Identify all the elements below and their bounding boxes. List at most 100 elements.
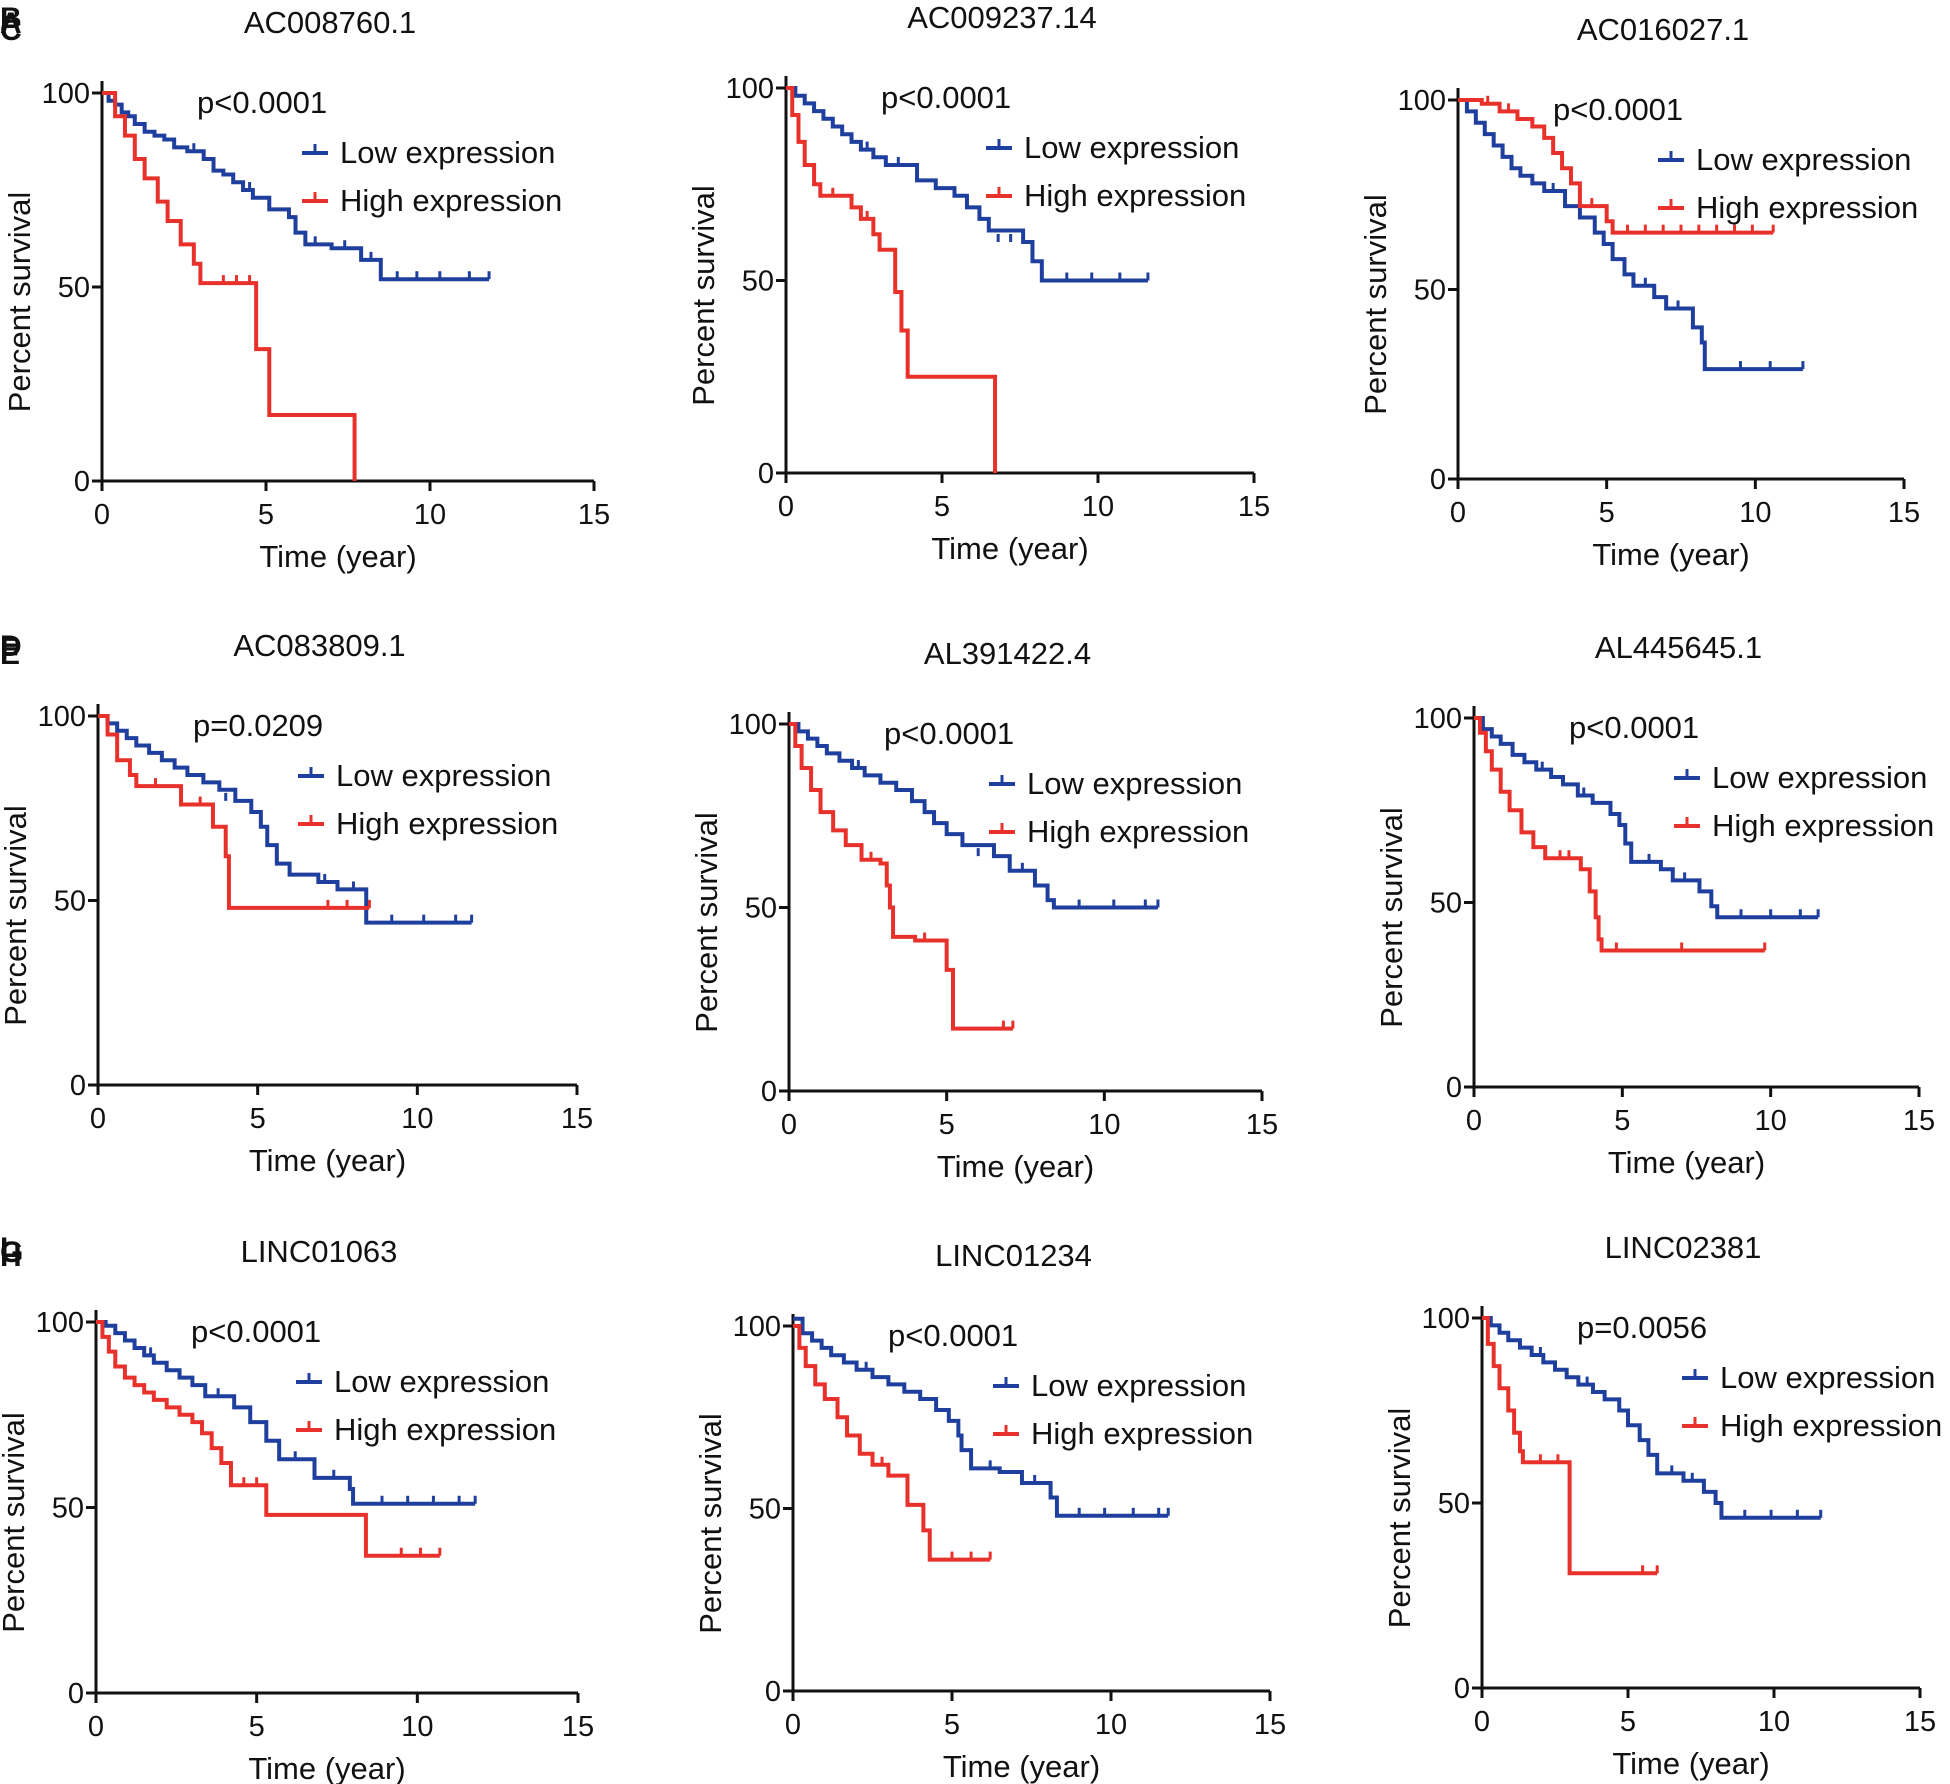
panel-b-pvalue: p<0.0001 <box>881 80 1011 115</box>
panel-b-xtick-label: 0 <box>778 491 794 523</box>
panel-a-ytick-label: 100 <box>42 78 90 110</box>
panel-g-pvalue: p<0.0001 <box>191 1314 321 1349</box>
panel-i-high-legend-label: High expression <box>1720 1408 1942 1443</box>
panel-d-xtick-label: 0 <box>90 1103 106 1135</box>
panel-h-pvalue: p<0.0001 <box>888 1318 1018 1353</box>
panel-b-xtick-label: 10 <box>1082 491 1114 523</box>
panel-c-xtick-label: 15 <box>1888 497 1920 529</box>
panel-e-low-legend-label: Low expression <box>1027 766 1242 801</box>
panel-a-low-legend-label: Low expression <box>340 135 555 170</box>
panel-f-ylabel: Percent survival <box>1374 807 1409 1028</box>
panel-f-low-legend-label: Low expression <box>1712 760 1927 795</box>
panel-i-low-legend-label: Low expression <box>1720 1360 1935 1395</box>
panel-a-high-curve <box>102 91 357 481</box>
panel-h-ytick-label: 0 <box>765 1676 781 1708</box>
panel-f-letter: F <box>0 632 18 665</box>
panel-b-ytick-label: 50 <box>742 266 774 298</box>
panel-i-xtick-label: 5 <box>1620 1706 1636 1738</box>
panel-e-ytick-label: 100 <box>729 709 777 741</box>
panel-i-ytick-label: 100 <box>1422 1303 1470 1335</box>
panel-b-low-legend-label: Low expression <box>1024 130 1239 165</box>
panel-h-letter: H <box>0 1240 22 1273</box>
panel-e-letter: E <box>0 638 20 671</box>
panel-e-title: AL391422.4 <box>924 636 1091 671</box>
panel-e-xtick-label: 15 <box>1246 1109 1278 1141</box>
panel-e-high-curve <box>789 722 1013 1031</box>
panel-h-ylabel: Percent survival <box>693 1413 728 1634</box>
panel-b-high-curve <box>786 86 998 473</box>
panel-g-low-legend-label: Low expression <box>334 1364 549 1399</box>
panel-c-pvalue: p<0.0001 <box>1553 92 1683 127</box>
panel-a-letter: A <box>0 7 22 40</box>
panel-d-letter: D <box>0 630 22 663</box>
panel-f-pvalue: p<0.0001 <box>1569 710 1699 745</box>
panel-c-ytick-label: 100 <box>1398 85 1446 117</box>
panel-d-ytick-label: 0 <box>70 1070 86 1102</box>
panel-g-ylabel: Percent survival <box>0 1412 31 1633</box>
panel-i-ylabel: Percent survival <box>1382 1408 1417 1629</box>
panel-f-xtick-label: 15 <box>1903 1105 1935 1137</box>
panel-a-high-legend-label: High expression <box>340 183 562 218</box>
panel-i-xtick-label: 15 <box>1904 1706 1936 1738</box>
panel-d-high-curve <box>98 714 370 910</box>
panel-f-xtick-label: 5 <box>1614 1105 1630 1137</box>
panel-e-ytick-label: 0 <box>761 1076 777 1108</box>
panel-a: A AC008760.1 0 5 10 15 0 50 100 Time (year) Percen… <box>0 5 610 574</box>
panel-e-xtick-label: 5 <box>939 1109 955 1141</box>
panel-d-low-curve <box>98 714 472 925</box>
panel-c-xtick-label: 10 <box>1739 497 1771 529</box>
panel-g-high-legend-label: High expression <box>334 1412 556 1447</box>
panel-g-letter: G <box>0 1236 23 1269</box>
panel-g-ytick-label: 50 <box>52 1493 84 1525</box>
panel-d-xlabel: Time (year) <box>249 1143 406 1178</box>
panel-h-ytick-label: 50 <box>749 1494 781 1526</box>
panel-g-xtick-label: 5 <box>249 1711 265 1743</box>
panel-d-pvalue: p=0.0209 <box>193 708 323 743</box>
panel-h-high-legend-label: High expression <box>1031 1416 1253 1451</box>
panel-b-high-legend-label: High expression <box>1024 178 1246 213</box>
panel-d-xtick-label: 15 <box>561 1103 593 1135</box>
panel-e-xtick-label: 10 <box>1088 1109 1120 1141</box>
panel-f-xtick-label: 0 <box>1466 1105 1482 1137</box>
panel-h-xtick-label: 0 <box>785 1709 801 1741</box>
panel-d-low-legend-label: Low expression <box>336 758 551 793</box>
panel-g-ytick-label: 100 <box>36 1307 84 1339</box>
panel-c-low-curve <box>1458 98 1803 372</box>
panel-h-low-legend-label: Low expression <box>1031 1368 1246 1403</box>
panel-e-xtick-label: 0 <box>781 1109 797 1141</box>
panel-a-ytick-label: 50 <box>58 272 90 304</box>
panel-a-title: AC008760.1 <box>244 5 416 40</box>
panel-i-ytick-label: 50 <box>1438 1488 1470 1520</box>
panel-d-xtick-label: 10 <box>401 1103 433 1135</box>
panel-i-letter: I <box>0 1232 8 1265</box>
panel-h-xtick-label: 15 <box>1254 1709 1286 1741</box>
panel-b-xtick-label: 5 <box>934 491 950 523</box>
panel-c-letter: C <box>0 14 22 47</box>
panel-i-xtick-label: 0 <box>1474 1706 1490 1738</box>
panel-f-high-curve <box>1474 716 1765 953</box>
panel-c-xlabel: Time (year) <box>1592 537 1749 572</box>
panel-h-ytick-label: 100 <box>733 1311 781 1343</box>
panel-i-title: LINC02381 <box>1605 1230 1762 1265</box>
panel-f-xtick-label: 10 <box>1755 1105 1787 1137</box>
panel-a-low-curve <box>102 91 490 282</box>
panel-b-title: AC009237.14 <box>907 0 1097 35</box>
panel-f-ytick-label: 100 <box>1414 703 1462 735</box>
panel-c-ytick-label: 0 <box>1430 464 1446 496</box>
panel-i-pvalue: p=0.0056 <box>1577 1310 1707 1345</box>
panel-h-xtick-label: 10 <box>1095 1709 1127 1741</box>
panel-c-xtick-label: 5 <box>1599 497 1615 529</box>
panel-i-high-curve <box>1482 1316 1658 1576</box>
panel-c-ylabel: Percent survival <box>1358 194 1393 415</box>
panel-i-xlabel: Time (year) <box>1612 1746 1769 1781</box>
panel-a-pvalue: p<0.0001 <box>197 85 327 120</box>
panel-h-title: LINC01234 <box>935 1238 1092 1273</box>
panel-a-xtick-label: 15 <box>578 499 610 531</box>
panel-a-xtick-label: 5 <box>258 499 274 531</box>
panel-e-ylabel: Percent survival <box>689 812 724 1033</box>
panel-a-xlabel: Time (year) <box>259 539 416 574</box>
panel-g-xtick-label: 0 <box>88 1711 104 1743</box>
